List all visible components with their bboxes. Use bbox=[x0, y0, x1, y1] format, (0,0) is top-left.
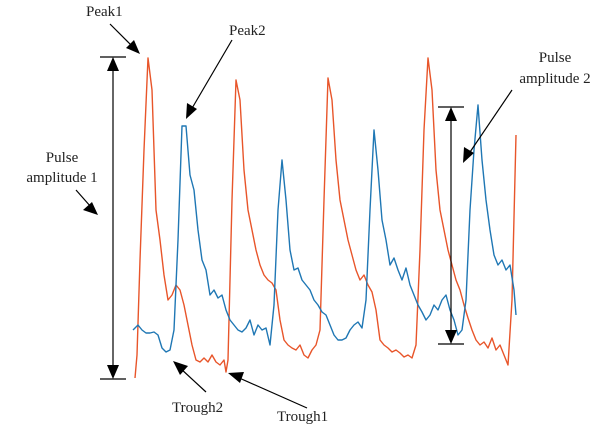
peak1-pointer-head bbox=[126, 40, 140, 54]
trough2-pointer-head bbox=[173, 361, 188, 375]
trough1-pointer bbox=[236, 376, 308, 409]
pulse-amplitude-1-pointer bbox=[75, 189, 92, 208]
trough2-pointer bbox=[179, 367, 207, 393]
trough2-label: Trough2 bbox=[172, 400, 223, 416]
pulse-amplitude-2-arrowhead-top bbox=[445, 107, 457, 121]
trough1-label: Trough1 bbox=[277, 409, 328, 425]
pulse-amplitude-1-arrowhead-bottom bbox=[107, 365, 119, 379]
peak1-label: Peak1 bbox=[86, 4, 123, 20]
peak2-label: Peak2 bbox=[229, 23, 266, 39]
pulse-amplitude-1-pointer-head bbox=[83, 202, 98, 215]
pulse-amplitude-1-label-line2: amplitude 1 bbox=[26, 170, 97, 186]
pulse-amplitude-2-pointer bbox=[467, 89, 513, 156]
blue-waveform bbox=[132, 104, 517, 353]
pulse-amplitude-2-arrowhead-bottom bbox=[445, 330, 457, 344]
pulse-amplitude-1-label-line1: Pulse bbox=[46, 150, 79, 166]
pulse-amplitude-1-arrowhead-top bbox=[107, 57, 119, 71]
red-waveform bbox=[134, 57, 517, 379]
peak2-pointer bbox=[190, 39, 233, 111]
trough1-pointer-head bbox=[228, 372, 244, 383]
pulse-amplitude-2-label-line1: Pulse bbox=[539, 50, 572, 66]
pulse-amplitude-2-pointer-head bbox=[463, 147, 474, 163]
peak2-pointer-head bbox=[186, 103, 197, 119]
pulse-amplitude-2-label-line2: amplitude 2 bbox=[519, 71, 590, 87]
